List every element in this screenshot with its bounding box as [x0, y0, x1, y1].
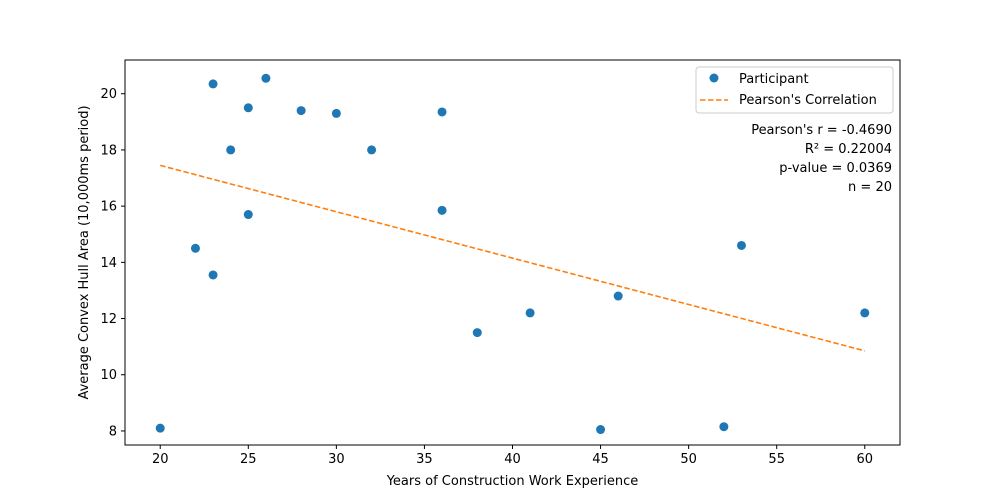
stat-p-value: p-value = 0.0369 [779, 161, 892, 176]
legend-marker-participant [709, 73, 719, 83]
data-point [261, 73, 271, 83]
y-tick-label: 20 [100, 87, 117, 102]
stat-r-squared: R² = 0.22004 [805, 142, 892, 157]
legend: Participant Pearson's Correlation [695, 66, 894, 114]
y-tick-label: 18 [100, 143, 117, 158]
data-point [155, 423, 165, 433]
x-tick-label: 35 [416, 452, 433, 467]
data-point [525, 308, 535, 318]
data-point [208, 79, 218, 89]
data-point [736, 240, 746, 250]
data-point [243, 210, 253, 220]
x-tick-label: 55 [768, 452, 785, 467]
data-point [437, 205, 447, 215]
correlation-line [160, 164, 865, 352]
data-point [296, 106, 306, 116]
data-point [437, 107, 447, 117]
x-tick-label: 40 [504, 452, 521, 467]
data-point [472, 328, 482, 338]
data-point [331, 108, 341, 118]
stat-pearson-r: Pearson's r = -0.4690 [751, 123, 892, 138]
plot-frame [124, 59, 901, 446]
data-point [719, 422, 729, 432]
x-tick-label: 25 [240, 452, 257, 467]
y-tick-label: 14 [100, 256, 117, 271]
x-axis-label: Years of Construction Work Experience [386, 474, 639, 489]
x-tick-label: 45 [592, 452, 609, 467]
data-point [208, 270, 218, 280]
x-tick-label: 60 [856, 452, 873, 467]
stat-n: n = 20 [848, 180, 892, 195]
y-tick-label: 16 [100, 200, 117, 215]
data-point [367, 145, 377, 155]
data-point [860, 308, 870, 318]
y-tick-label: 10 [100, 368, 117, 383]
axis-ticks: 20 25 30 35 40 45 50 55 60 8 10 12 14 16 18 20 [100, 87, 873, 467]
legend-label-correlation: Pearson's Correlation [739, 93, 877, 108]
data-point [190, 243, 200, 253]
x-tick-label: 30 [328, 452, 345, 467]
data-point [226, 145, 236, 155]
data-point [596, 425, 606, 435]
stats-annotation: Pearson's r = -0.4690 R² = 0.22004 p-val… [751, 123, 892, 195]
x-tick-label: 50 [680, 452, 697, 467]
legend-label-participant: Participant [739, 72, 809, 87]
y-axis-label: Average Convex Hull Area (10,000ms perio… [77, 105, 92, 399]
y-tick-label: 12 [100, 312, 117, 327]
data-point [613, 291, 623, 301]
x-tick-label: 20 [152, 452, 169, 467]
legend-box [695, 66, 894, 114]
y-tick-label: 8 [109, 424, 117, 439]
data-point [243, 103, 253, 113]
plot-area [124, 59, 901, 446]
